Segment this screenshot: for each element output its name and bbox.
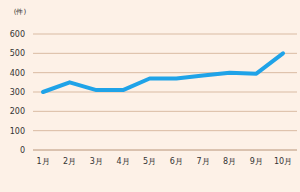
x-tick-label: 3月 bbox=[90, 157, 103, 166]
y-tick-label: 400 bbox=[10, 69, 25, 78]
chart-container: 0 100 200 300 400 500 600 (件) 1月 2月 3月 4月 5月 6月 7月 8月 9月… bbox=[0, 0, 300, 192]
x-tick-label: 1月 bbox=[36, 157, 49, 166]
y-tick-label: 0 bbox=[20, 146, 25, 155]
y-tick-label: 500 bbox=[10, 49, 25, 58]
x-tick-label: 7月 bbox=[196, 157, 209, 166]
y-tick-label: 600 bbox=[10, 30, 25, 39]
x-tick-label: 2月 bbox=[63, 157, 76, 166]
grid-line bbox=[33, 130, 297, 131]
y-tick-label: 200 bbox=[10, 107, 25, 116]
x-tick-label: 6月 bbox=[170, 157, 183, 166]
x-tick-label: 4月 bbox=[116, 157, 129, 166]
grid-line bbox=[33, 92, 297, 93]
grid-line bbox=[33, 53, 297, 54]
background bbox=[0, 0, 300, 192]
grid-line bbox=[33, 34, 297, 35]
series-group bbox=[43, 53, 283, 92]
x-tick-label: 9月 bbox=[250, 157, 263, 166]
x-tick-label: 5月 bbox=[143, 157, 156, 166]
y-tick-label: 100 bbox=[10, 127, 25, 136]
chart-svg: 0 100 200 300 400 500 600 (件) 1月 2月 3月 4月 5月 6月 7月 8月 9月… bbox=[0, 0, 300, 192]
y-axis-label: (件) bbox=[14, 8, 27, 16]
y-tick-label: 300 bbox=[10, 88, 25, 97]
data-line bbox=[43, 53, 283, 92]
x-tick-label: 8月 bbox=[223, 157, 236, 166]
grid-line bbox=[33, 150, 297, 151]
x-tick-label: 10月 bbox=[274, 157, 292, 166]
grid-line bbox=[33, 111, 297, 112]
